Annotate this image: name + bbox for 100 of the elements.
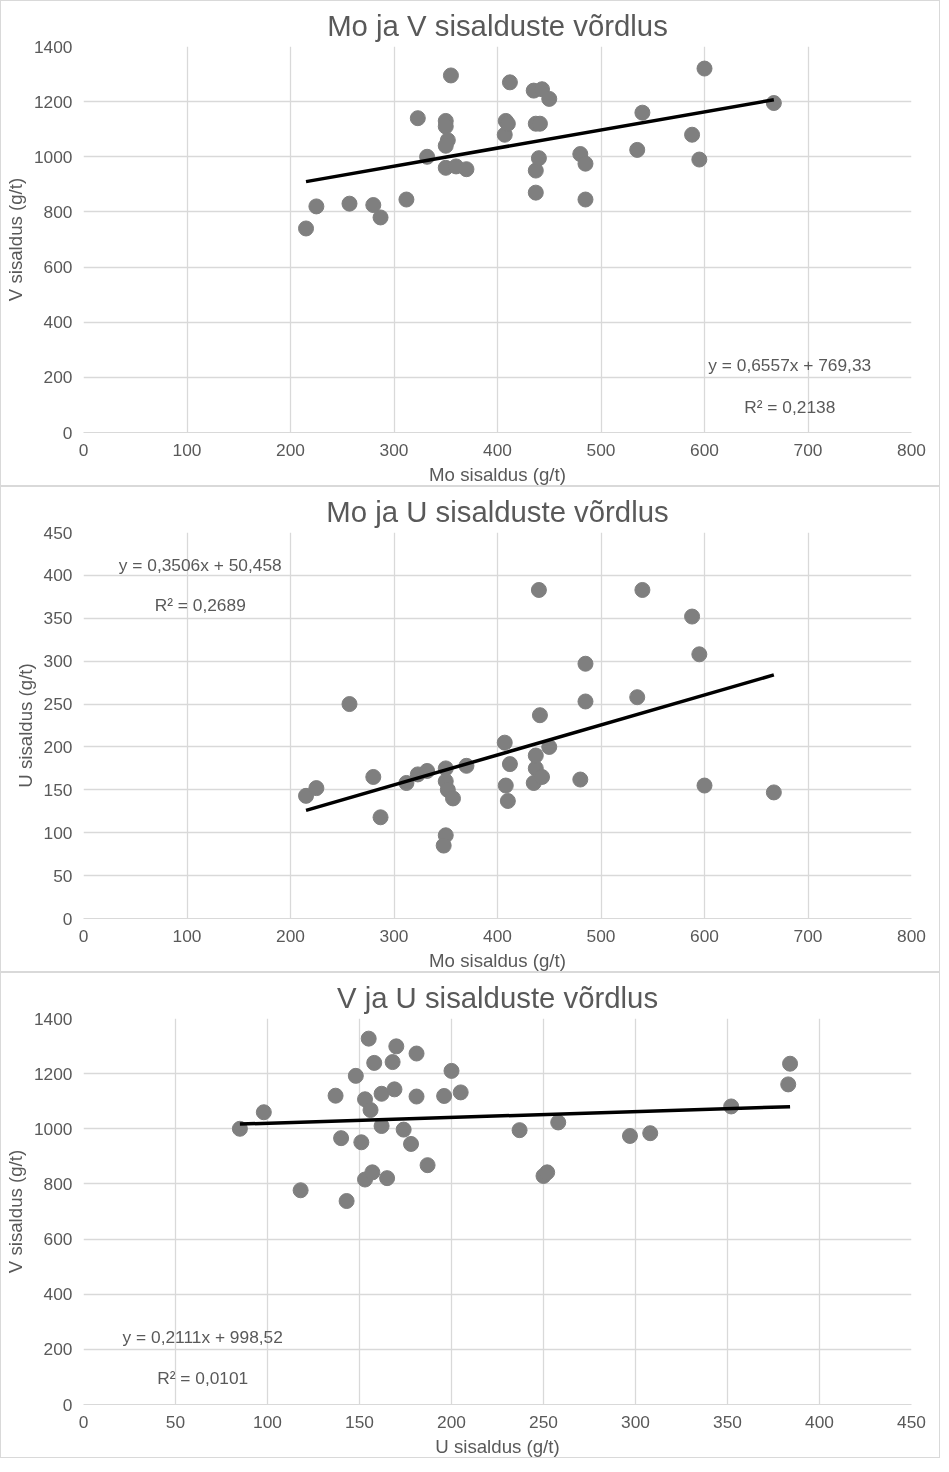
point [550, 1114, 567, 1131]
point [499, 793, 516, 809]
x-tick-label: 700 [793, 925, 823, 946]
point [527, 162, 544, 179]
x-tick-label: 450 [897, 1411, 926, 1432]
point [364, 1164, 381, 1181]
point [442, 67, 459, 84]
point [691, 151, 708, 168]
point [539, 1164, 556, 1181]
point [347, 1067, 364, 1084]
y-tick-label: 100 [43, 822, 73, 843]
point [780, 1076, 797, 1093]
y-tick-label: 400 [43, 312, 73, 333]
point [372, 209, 389, 226]
y-tick-label: 150 [43, 779, 73, 800]
point [444, 790, 461, 807]
y-tick-label: 300 [43, 651, 73, 672]
annotation: R² = 0,2689 [154, 594, 246, 615]
point [458, 161, 475, 178]
chart-title: Mo ja U sisalduste võrdlus [326, 494, 669, 528]
y-tick-label: 200 [43, 736, 73, 757]
x-tick-label: 200 [437, 1411, 466, 1432]
point [642, 1125, 659, 1142]
y-tick-label: 600 [43, 1229, 73, 1250]
y-tick-label: 800 [43, 201, 73, 222]
x-tick-label: 800 [897, 439, 926, 460]
x-tick-label: 150 [345, 1411, 374, 1432]
point [577, 191, 594, 208]
y-tick-label: 1000 [33, 1118, 73, 1139]
point [298, 220, 315, 237]
x-tick-label: 100 [172, 439, 202, 460]
point [577, 655, 594, 672]
point [621, 1127, 638, 1144]
point [691, 646, 708, 663]
point [408, 1088, 425, 1105]
y-tick-label: 400 [43, 1284, 73, 1305]
point [511, 1122, 528, 1139]
point [696, 60, 713, 77]
x-tick-label: 500 [586, 925, 616, 946]
point [419, 1157, 436, 1174]
annotation: R² = 0,2138 [744, 397, 836, 418]
point [338, 1193, 355, 1210]
x-tick-label: 400 [483, 925, 512, 946]
point [395, 1121, 412, 1138]
point [577, 693, 594, 710]
point [365, 197, 382, 214]
point [398, 191, 415, 208]
point [496, 734, 513, 751]
x-tick-label: 800 [897, 925, 926, 946]
x-tick-label: 50 [165, 1411, 186, 1432]
x-axis-title: U sisaldus (g/t) [435, 1435, 560, 1457]
y-tick-label: 200 [43, 1339, 73, 1360]
point [435, 837, 452, 854]
point [408, 1045, 425, 1062]
y-tick-label: 0 [62, 908, 73, 929]
annotation: y = 0,3506x + 50,458 [118, 554, 282, 575]
point [501, 74, 518, 91]
x-tick-label: 100 [172, 925, 202, 946]
x-tick-label: 300 [379, 925, 409, 946]
y-tick-label: 0 [62, 422, 73, 443]
x-tick-label: 100 [253, 1411, 282, 1432]
x-tick-label: 400 [805, 1411, 834, 1432]
y-tick-label: 250 [43, 694, 73, 715]
y-axis-title: V sisaldus (g/t) [4, 1149, 26, 1274]
point [308, 198, 325, 215]
point [409, 110, 426, 127]
y-tick-label: 1200 [33, 1063, 73, 1084]
point [452, 1084, 469, 1101]
chart-title: Mo ja V sisalduste võrdlus [327, 8, 668, 42]
y-tick-label: 400 [43, 565, 73, 586]
y-tick-label: 1000 [33, 146, 73, 167]
point [362, 1102, 379, 1119]
y-tick-label: 1400 [33, 36, 73, 57]
point [531, 707, 548, 724]
point [782, 1055, 799, 1072]
point [577, 155, 594, 172]
y-tick-label: 450 [43, 522, 73, 543]
point [341, 696, 358, 713]
x-tick-label: 300 [621, 1411, 650, 1432]
x-tick-label: 200 [276, 925, 305, 946]
chart-title: V ja U sisalduste võrdlus [336, 980, 659, 1014]
y-tick-label: 0 [62, 1394, 73, 1415]
x-tick-label: 200 [276, 439, 305, 460]
point [386, 1081, 403, 1098]
point [530, 581, 547, 598]
x-tick-label: 0 [78, 925, 89, 946]
point [527, 184, 544, 201]
y-axis-title: V sisaldus (g/t) [4, 177, 26, 302]
x-tick-label: 500 [586, 439, 616, 460]
point [384, 1054, 401, 1071]
x-tick-label: 0 [78, 439, 89, 460]
point [629, 141, 646, 158]
point [255, 1104, 272, 1121]
point [366, 1054, 383, 1071]
x-tick-label: 300 [379, 439, 409, 460]
point [572, 771, 589, 788]
point [634, 581, 651, 598]
point [527, 747, 544, 764]
x-tick-label: 400 [483, 439, 512, 460]
point [308, 780, 325, 797]
